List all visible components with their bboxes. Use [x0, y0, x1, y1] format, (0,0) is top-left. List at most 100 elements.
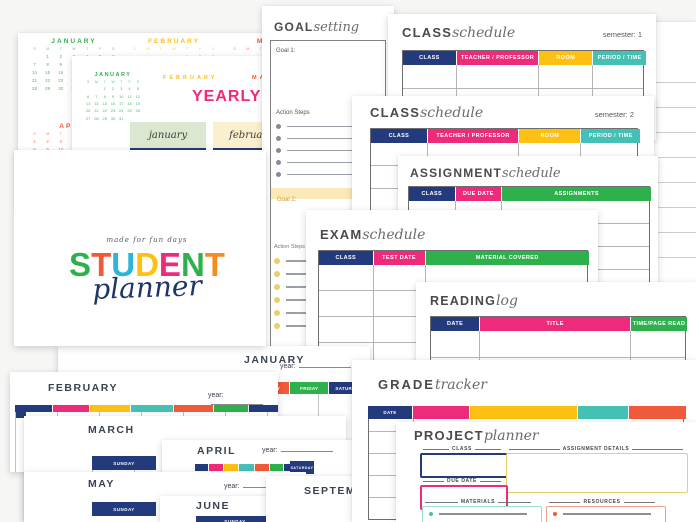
day-number [92, 85, 100, 92]
table-header-row: CLASS TEACHER / PROFESSOR ROOM PERIOD / TIM… [403, 51, 646, 65]
bullet-dot [274, 323, 280, 329]
day-number: 3 [120, 86, 123, 92]
reading-title: READING [430, 294, 497, 308]
day-number: 29 [45, 86, 51, 92]
day-number: 30 [58, 86, 64, 92]
table-row [319, 265, 587, 290]
june-title: JUNE [196, 500, 231, 512]
may-sunday-cell: SUNDAY [92, 502, 156, 516]
day-number: 21 [94, 108, 99, 114]
page-cover: made for fun days STUDENT planner [14, 150, 266, 346]
bullet-line [276, 172, 359, 177]
goal2-highlight: Goal 2: [271, 188, 383, 203]
bullet-dot [274, 310, 280, 316]
mini-month-title: FEBRUARY [148, 38, 200, 45]
april-year-field: year: [262, 446, 333, 454]
day-number: 7 [33, 61, 36, 67]
reading-title-script: log [496, 293, 518, 309]
day-number: 4 [128, 86, 131, 92]
project-due-date-label: DUE DATE [420, 478, 504, 484]
day-number: 25 [127, 108, 132, 114]
day-letter: M [46, 132, 50, 136]
day-number: 31 [119, 115, 124, 121]
column-header: TITLE [480, 317, 632, 331]
table-header-row: CLASS DUE DATE ASSIGNMENTS [409, 187, 651, 201]
day-number: 26 [135, 108, 141, 114]
day-letter: F [199, 47, 202, 51]
day-header-cell [270, 464, 284, 471]
exam-title-script: schedule [362, 227, 426, 243]
day-number: 1 [33, 138, 36, 144]
class2-title-script: schedule [420, 105, 484, 121]
column-header: DATE [431, 317, 481, 331]
goal2-label: Goal 2: [277, 197, 297, 203]
day-number [125, 115, 133, 122]
day-number: 2 [46, 138, 49, 144]
day-header-cell [213, 405, 249, 412]
table-cell [403, 65, 457, 88]
table-header-row: CLASS TEACHER / PROFESSOR ROOM PERIOD / TIM… [371, 129, 640, 143]
project-materials-box [422, 506, 542, 522]
day-letter: T [59, 47, 62, 51]
bullet-line [276, 148, 359, 153]
day-number: 21 [32, 78, 38, 84]
day-number [84, 85, 92, 92]
day-letter: S [136, 80, 139, 84]
day-letter: T [59, 132, 62, 136]
table-row [371, 143, 637, 165]
cover-letter: T [204, 246, 225, 283]
day-header-cell [470, 406, 579, 419]
table-cell [371, 143, 428, 165]
bullet-line [553, 512, 665, 516]
cover-letter: T [91, 246, 112, 283]
table-cell [319, 291, 374, 316]
day-number: 1 [103, 86, 106, 92]
grade-title-script: tracker [434, 377, 487, 393]
day-header-cell [223, 464, 239, 471]
day-header-cell [90, 405, 131, 412]
exam-title: EXAM [320, 227, 363, 242]
day-number: 28 [94, 115, 99, 121]
bullet-line [429, 512, 541, 516]
table-header-row: DATE TITLE TIME/PAGE READ [431, 317, 687, 331]
day-number: 23 [110, 108, 116, 114]
bullet-dot [274, 271, 280, 277]
table-row [431, 331, 685, 357]
mini-month-title: JANUARY [51, 38, 97, 45]
day-header-cell [195, 464, 210, 471]
write-in-line [439, 513, 527, 515]
table-cell [539, 65, 594, 88]
glance-month-box: january [130, 122, 206, 150]
day-number [134, 115, 142, 122]
goal1-action-bullets [276, 124, 359, 184]
day-header-cell [629, 406, 687, 419]
day-number: 3 [59, 138, 63, 144]
project-class-label: CLASS [420, 446, 504, 452]
day-letter: S [112, 47, 115, 51]
day-number [28, 52, 41, 60]
day-number: 24 [119, 108, 124, 114]
day-letter: T [159, 47, 162, 51]
day-number: 15 [45, 69, 51, 75]
day-letter: W [72, 47, 76, 51]
bullet-line [276, 160, 359, 165]
day-letter: W [172, 47, 176, 51]
day-header-cell [578, 406, 630, 419]
grade-header-bar: DATE [368, 406, 687, 419]
day-number: 12 [135, 93, 141, 99]
goal-title: GOAL [274, 20, 314, 34]
year-label: year: [208, 392, 224, 399]
table-cell [319, 317, 374, 342]
day-letter: T [120, 80, 123, 84]
bullet-line [276, 124, 359, 129]
write-in-line [287, 137, 359, 140]
column-header: CLASS [371, 129, 428, 143]
write-in-line [287, 161, 359, 164]
class1-title-script: schedule [452, 25, 516, 41]
